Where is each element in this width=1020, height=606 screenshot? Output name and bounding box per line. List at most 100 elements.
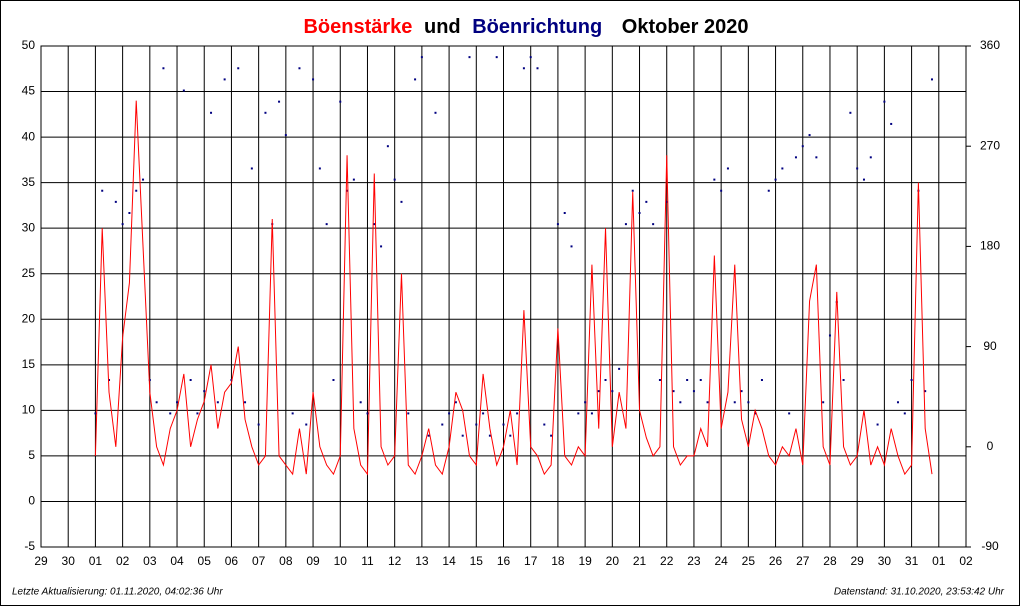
direction-point (495, 56, 498, 59)
direction-point (890, 122, 893, 125)
x-tick-label: 06 (225, 554, 239, 568)
direction-point (808, 134, 811, 137)
x-tick-label: 31 (905, 554, 919, 568)
direction-point (135, 189, 138, 192)
direction-point (584, 401, 587, 404)
y-tick-label: 35 (22, 175, 36, 189)
direction-point (665, 200, 668, 203)
direction-point (577, 412, 580, 415)
direction-point (366, 412, 369, 415)
title-connector: und (424, 16, 461, 38)
direction-point (624, 223, 627, 226)
direction-point (482, 412, 485, 415)
direction-point (305, 423, 308, 426)
y-tick-label: 15 (22, 357, 36, 371)
title-period: Oktober 2020 (622, 16, 749, 38)
direction-point (359, 401, 362, 404)
direction-point (325, 223, 328, 226)
direction-point (257, 423, 260, 426)
direction-point (713, 178, 716, 181)
direction-point (699, 379, 702, 381)
direction-point (448, 412, 451, 415)
direction-point (94, 412, 97, 415)
direction-point (774, 178, 777, 181)
y-tick-label: 40 (22, 129, 36, 143)
y-tick-label: 30 (22, 220, 36, 234)
direction-point (645, 200, 648, 203)
direction-point (196, 412, 199, 415)
direction-point (760, 379, 763, 381)
x-tick-label: 21 (633, 554, 647, 568)
y-tick-label: 5 (28, 448, 35, 462)
direction-point (740, 390, 743, 393)
direction-point (128, 212, 131, 214)
direction-point (291, 412, 294, 415)
direction-point (250, 167, 253, 170)
x-tick-label: 19 (578, 554, 592, 568)
direction-point (162, 67, 165, 70)
direction-point (114, 200, 117, 203)
y-tick-label: 45 (22, 84, 36, 98)
direction-point (862, 178, 865, 181)
direction-point (550, 434, 553, 437)
x-tick-label: 09 (306, 554, 320, 568)
direction-point (930, 78, 933, 81)
direction-point (108, 379, 111, 381)
x-tick-label: 12 (388, 554, 402, 568)
direction-point (556, 223, 559, 226)
gust-line (94, 100, 933, 476)
direction-point (298, 67, 301, 70)
y2-tick-label: 270 (980, 138, 1000, 152)
chart-title: Böenstärke und Böenrichtung Oktober 2020 (303, 16, 748, 38)
title-series-1: Böenstärke (303, 16, 412, 38)
direction-point (672, 390, 675, 393)
y2-tick-label: 90 (983, 339, 997, 353)
direction-point (652, 223, 655, 226)
direction-point (461, 434, 464, 437)
direction-point (604, 379, 607, 381)
direction-point (910, 379, 913, 381)
direction-point (244, 401, 247, 404)
x-tick-label: 23 (687, 554, 701, 568)
x-tick-label: 14 (442, 554, 456, 568)
direction-point (264, 111, 267, 114)
direction-point (611, 390, 614, 393)
direction-point (454, 401, 457, 404)
direction-point (101, 189, 104, 192)
direction-point (121, 223, 124, 226)
x-tick-label: 28 (823, 554, 837, 568)
y2-tick-label: 180 (980, 239, 1000, 253)
direction-point (842, 379, 845, 381)
direction-point (400, 200, 403, 203)
x-tick-label: 16 (497, 554, 511, 568)
title-series-2: Böenrichtung (472, 16, 602, 38)
x-tick-label: 02 (116, 554, 130, 568)
direction-point (788, 412, 791, 415)
direction-point (706, 401, 709, 404)
direction-point (903, 412, 906, 415)
x-tick-label: 30 (878, 554, 892, 568)
direction-point (522, 67, 525, 70)
direction-point (393, 178, 396, 181)
direction-point (733, 401, 736, 404)
direction-point (169, 412, 172, 415)
x-tick-label: 29 (850, 554, 864, 568)
direction-point (148, 379, 151, 381)
direction-point (386, 145, 389, 148)
y-tick-label: 10 (22, 403, 36, 417)
x-tick-label: 04 (170, 554, 184, 568)
y2-tick-label: 360 (980, 38, 1000, 52)
direction-point (924, 390, 927, 393)
direction-point (815, 156, 818, 159)
direction-point (590, 412, 593, 415)
x-tick-label: 25 (742, 554, 756, 568)
direction-point (278, 100, 281, 103)
x-tick-label: 05 (198, 554, 212, 568)
direction-point (767, 189, 770, 192)
y-tick-label: -5 (24, 539, 35, 553)
x-tick-label: 01 (932, 554, 946, 568)
direction-point (563, 212, 566, 214)
direction-point (427, 434, 430, 437)
